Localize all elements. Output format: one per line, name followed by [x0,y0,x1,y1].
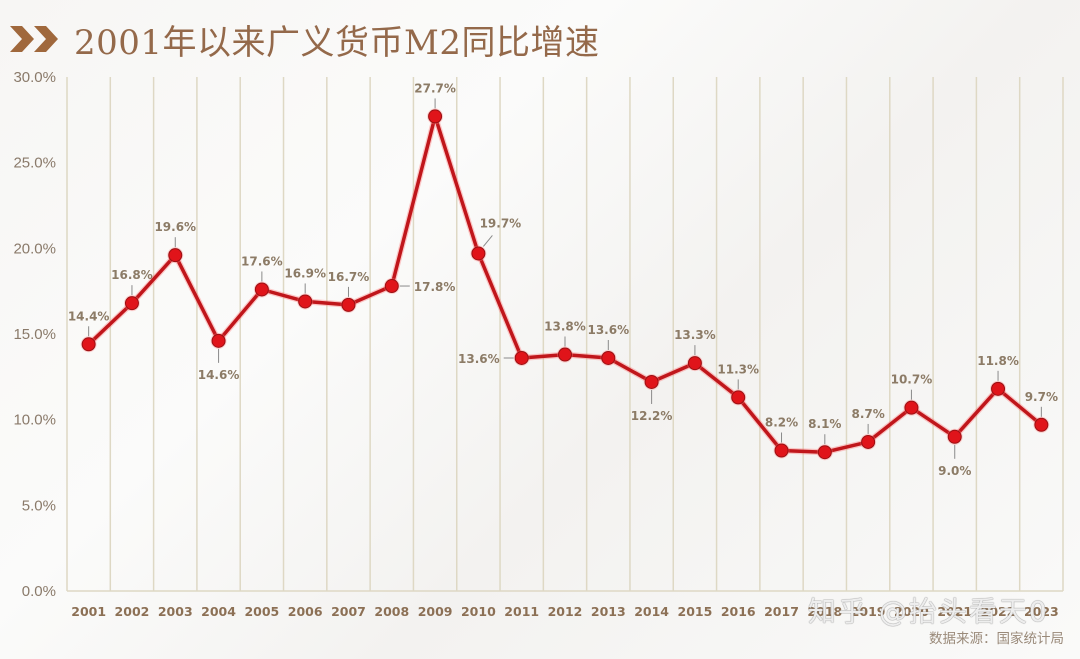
x-tick-label: 2018 [807,604,842,619]
chart-gridlines [66,77,1064,592]
data-point-marker [514,350,529,365]
data-point-marker [861,434,876,449]
data-label: 8.2% [765,416,798,430]
x-tick-label: 2007 [331,604,366,619]
data-label: 16.9% [284,266,326,280]
x-tick-label: 2017 [764,604,799,619]
x-tick-label: 2006 [288,604,323,619]
data-label: 13.6% [458,352,500,366]
data-label: 11.8% [977,354,1019,368]
data-point-marker [384,279,399,294]
data-point-marker [601,350,616,365]
data-label: 17.8% [414,280,456,294]
data-point-marker [644,374,659,389]
data-point-marker [341,297,356,312]
data-label: 9.0% [938,464,971,478]
series-glow [86,113,1044,456]
y-tick-label: 20.0% [13,240,56,257]
y-tick-label: 5.0% [22,497,56,514]
data-point-marker [687,356,702,371]
x-tick-label: 2023 [1024,604,1059,619]
y-tick-label: 15.0% [13,326,56,343]
data-label: 11.3% [717,362,759,376]
data-label: 16.7% [328,270,370,284]
x-tick-label: 2003 [158,604,193,619]
data-label: 12.2% [631,409,673,423]
y-tick-label: 25.0% [13,155,56,172]
data-label: 19.7% [480,216,522,230]
data-point-marker [731,390,746,405]
data-labels: 14.4% 16.8% 19.6% 14.6% 17.6%16.9% 16.7% 17.8%… [68,81,1058,477]
x-tick-label: 2015 [678,604,713,619]
data-label: 8.1% [808,417,841,431]
data-point-marker [211,333,226,348]
y-tick-label: 0.0% [22,583,56,600]
data-point-marker [904,400,919,415]
data-point-marker [817,445,832,460]
data-label: 16.8% [111,268,153,282]
data-label: 14.6% [198,368,240,382]
data-label: 10.7% [891,373,933,387]
data-point-marker [471,246,486,261]
data-series [80,108,1050,461]
x-axis: 2001 2002 2003 2004 2005 2006 2007 2008 2009 2010… [71,604,1058,619]
data-point-marker [168,248,183,263]
data-label: 14.4% [68,309,110,323]
y-axis: 0.0% 5.0% 10.0% 15.0% 20.0% 25.0% 30.0% [13,69,56,600]
data-label: 17.6% [241,254,283,268]
watermark: 知乎 @抬头看天0 [808,595,1049,628]
data-label: 13.3% [674,328,716,342]
data-point-marker [991,381,1006,396]
data-label: 9.7% [1025,390,1058,404]
x-tick-label: 2011 [504,604,539,619]
x-tick-label: 2019 [851,604,886,619]
x-tick-label: 2005 [244,604,279,619]
chart-title-row: 2001年以来广义货币M2同比增速 [8,14,599,64]
data-point-marker [428,109,443,124]
series-line [87,114,1043,454]
data-point-marker [124,296,139,311]
x-tick-label: 2001 [71,604,106,619]
x-tick-label: 2010 [461,604,496,619]
data-point-marker [1034,417,1049,432]
x-tick-label: 2002 [115,604,150,619]
chart-title: 2001年以来广义货币M2同比增速 [74,22,600,63]
x-tick-label: 2013 [591,604,626,619]
data-label: 19.6% [154,220,196,234]
data-point-marker [558,347,572,362]
x-tick-label: 2020 [894,604,929,619]
data-source-note: 数据来源：国家统计局 [929,631,1064,647]
x-tick-label: 2008 [374,604,409,619]
double-chevron-right-icon [10,26,58,52]
data-point-marker [81,337,96,352]
y-tick-label: 30.0% [13,69,56,86]
x-tick-label: 2004 [201,604,236,619]
x-tick-label: 2021 [937,604,972,619]
y-tick-label: 10.0% [13,412,56,429]
label-leader [483,235,493,247]
data-point-marker [947,429,962,444]
data-label: 13.6% [587,323,629,337]
data-point-marker [774,443,789,458]
x-tick-label: 2012 [548,604,583,619]
data-label: 13.8% [544,320,586,334]
data-label: 8.7% [851,407,884,421]
x-tick-label: 2016 [721,604,756,619]
x-tick-label: 2014 [634,604,669,619]
x-tick-label: 2022 [981,604,1016,619]
data-point-marker [298,294,313,309]
x-tick-label: 2009 [418,604,453,619]
data-label: 27.7% [414,81,456,95]
data-point-marker [254,282,269,297]
